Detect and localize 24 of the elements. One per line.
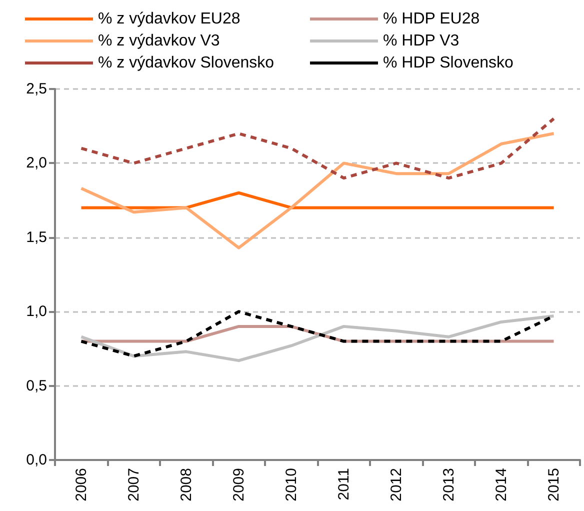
y-tick-label: 2,5 <box>26 80 47 98</box>
y-tick-label: 1,5 <box>26 228 47 246</box>
line-series <box>80 132 556 250</box>
x-tick-label: 2012 <box>388 468 405 502</box>
y-tick-label: 0,5 <box>26 377 47 394</box>
x-tick-label: 2010 <box>282 468 300 502</box>
legend-label: % HDP Slovensko <box>383 54 514 72</box>
legend-label: % HDP V3 <box>383 32 460 50</box>
y-tick-label: 0,0 <box>26 452 47 468</box>
x-tick-label: 2008 <box>178 468 195 502</box>
y-tick-label: 2,0 <box>26 154 47 172</box>
x-tick-label: 2006 <box>72 468 90 502</box>
legend-label: % z výdavkov EU28 <box>98 10 240 28</box>
legend-label: % z výdavkov V3 <box>98 32 220 50</box>
y-tick-label: 1,0 <box>26 303 47 320</box>
x-tick-label: 2014 <box>492 468 510 502</box>
x-tick-label: 2009 <box>230 468 248 502</box>
x-tick-label: 2011 <box>335 468 352 500</box>
x-tick-label: 2013 <box>440 468 458 502</box>
legend-label: % z výdavkov Slovensko <box>98 54 274 72</box>
line-series <box>80 117 556 180</box>
x-tick-label: 2015 <box>545 468 562 502</box>
x-tick-label: 2007 <box>125 468 142 502</box>
legend-label: % HDP EU28 <box>383 10 480 28</box>
